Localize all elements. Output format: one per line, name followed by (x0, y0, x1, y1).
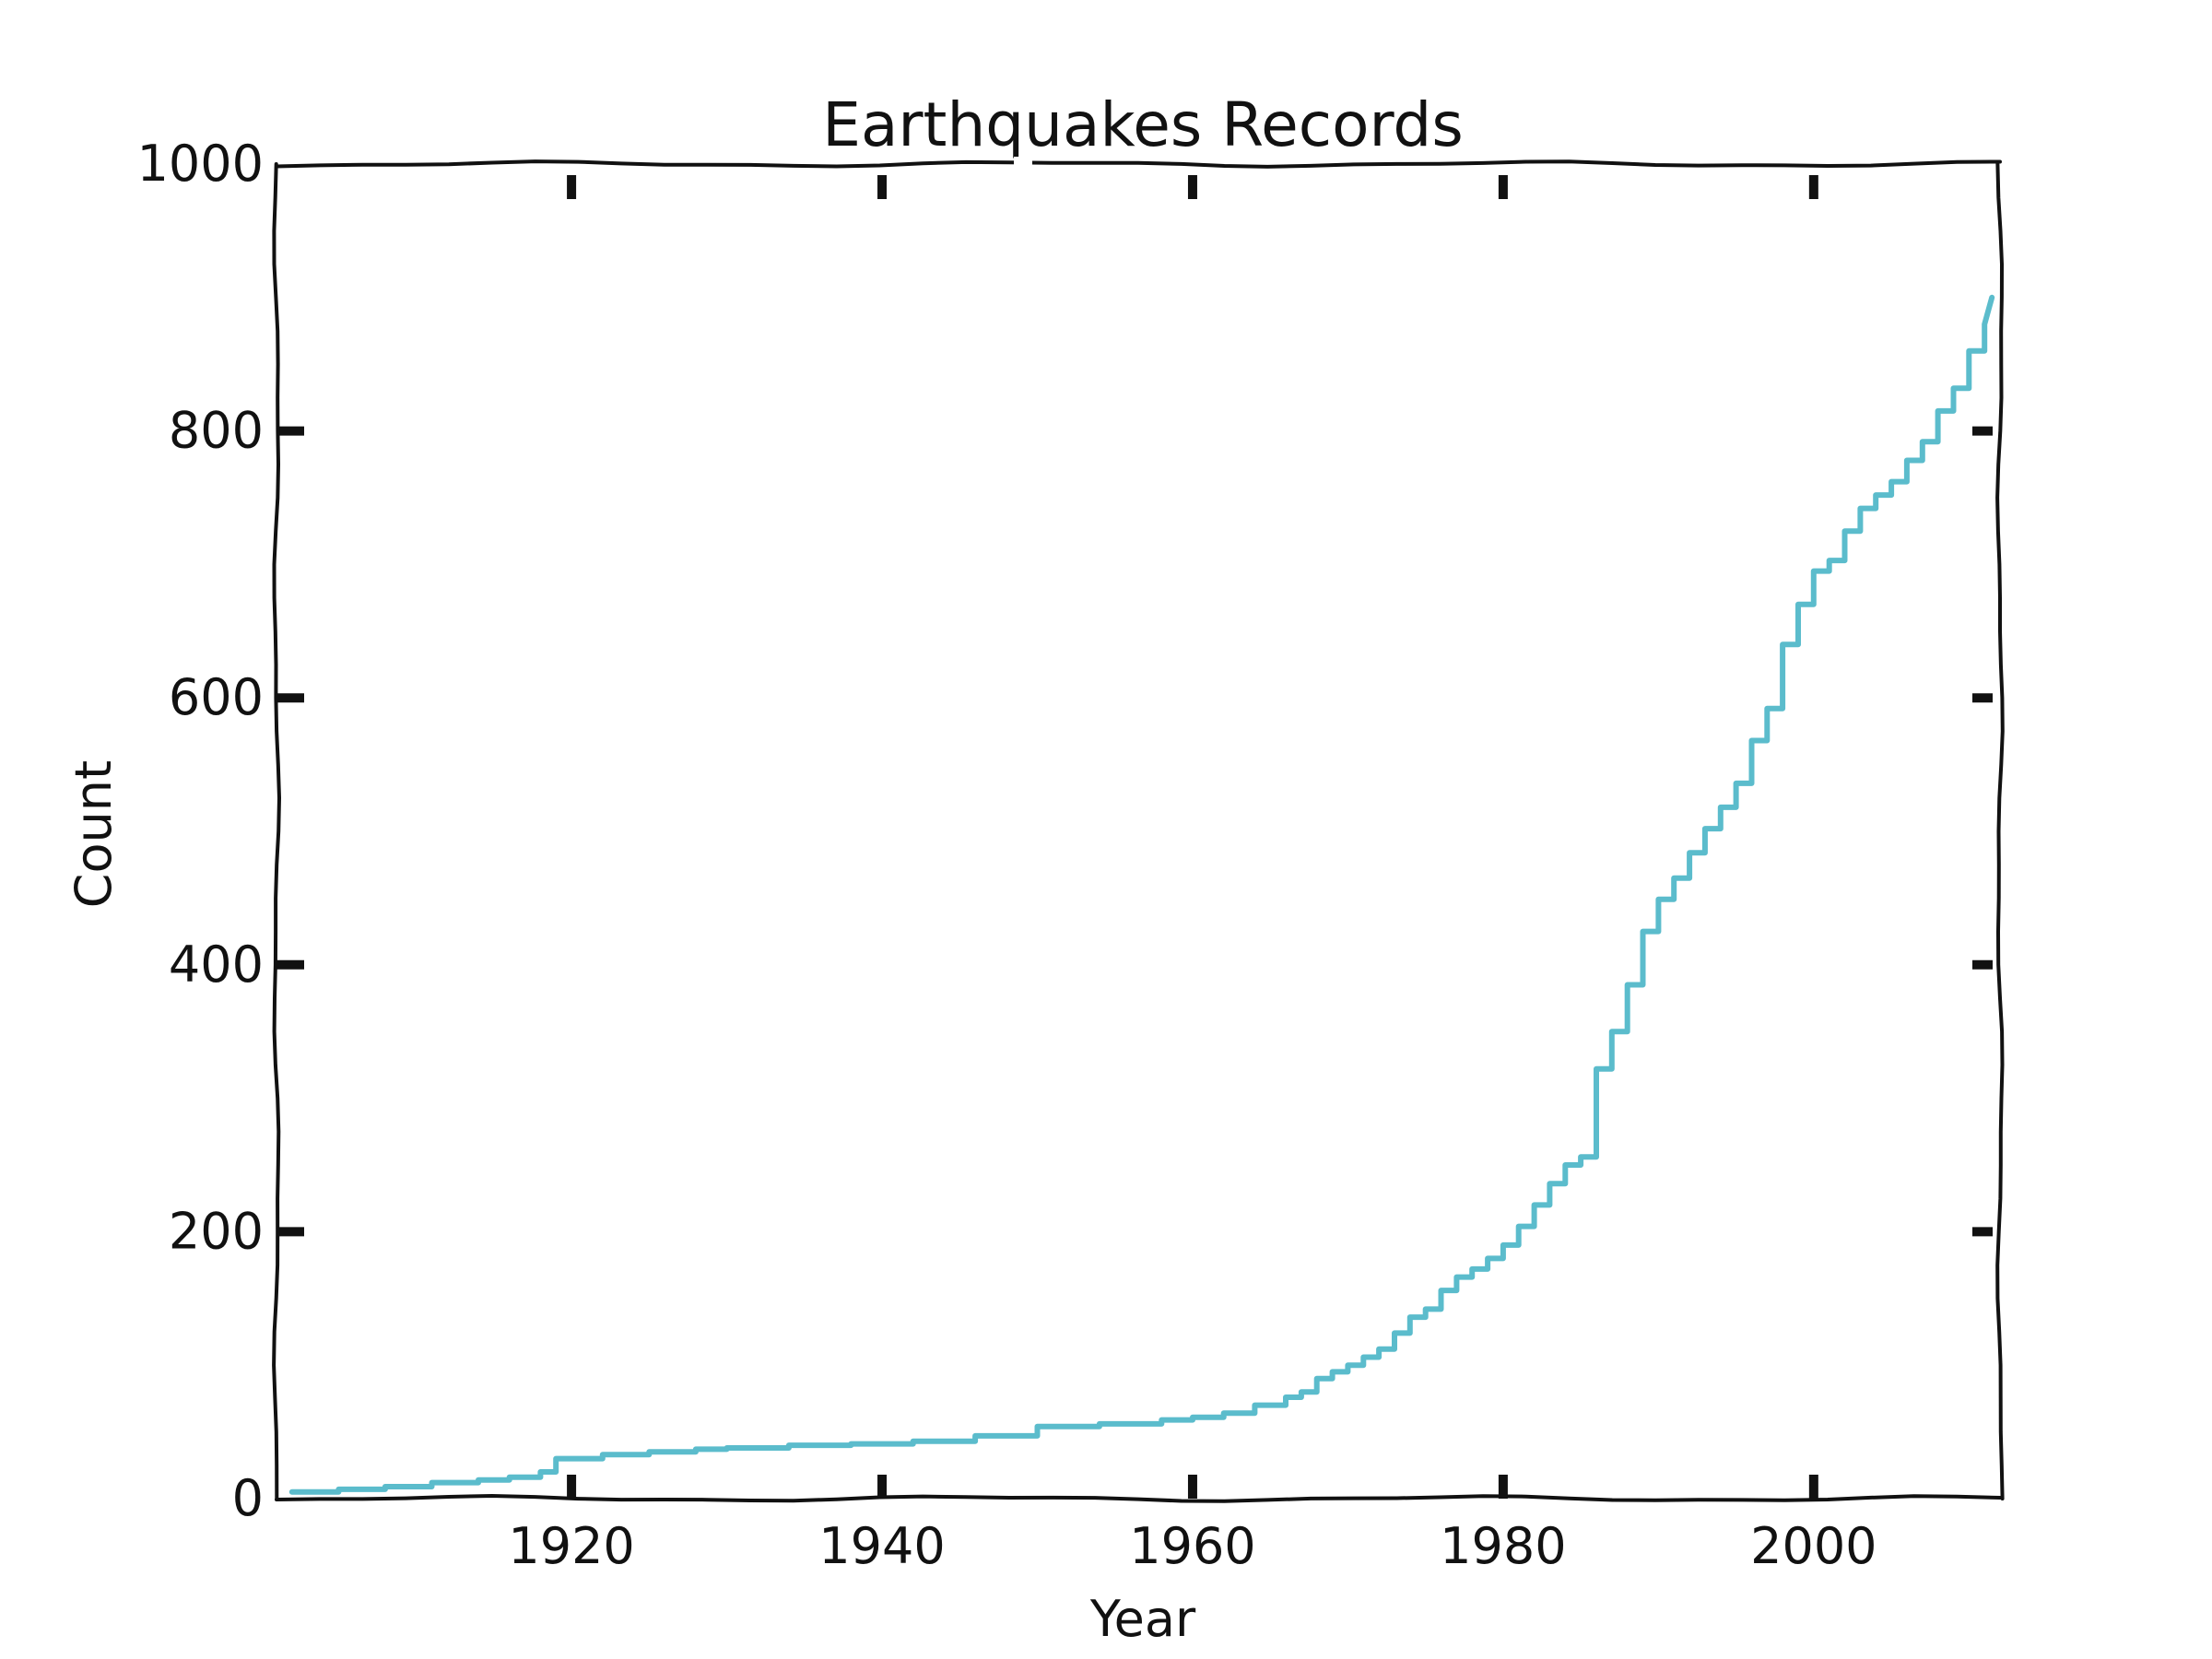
title-gap (1014, 157, 1032, 171)
axis-bottom-line (275, 1493, 2002, 1503)
x-tick-label: 1960 (1129, 1517, 1255, 1575)
x-ticks: 1920 1940 1960 1980 2000 (508, 175, 1877, 1575)
y-tick-label: 0 (232, 1469, 264, 1527)
x-tick-label: 1920 (508, 1517, 634, 1575)
y-ticks: 0 200 400 600 800 1000 (137, 135, 1993, 1527)
axis-top-line (275, 159, 2002, 169)
y-axis-label: Count (65, 760, 123, 908)
y-tick-label: 1000 (137, 135, 264, 193)
y-tick-label: 800 (169, 402, 264, 460)
x-axis-label: Year (1089, 1590, 1196, 1648)
series-layer (288, 294, 1995, 1495)
x-tick-label: 2000 (1750, 1517, 1877, 1575)
x-tick-label: 1940 (818, 1517, 945, 1575)
x-tick-label: 1980 (1440, 1517, 1566, 1575)
chart-title: Earthquakes Records (822, 89, 1463, 160)
axis-left-line (272, 162, 282, 1500)
axes-frame (272, 157, 2005, 1503)
axis-right-line (1995, 162, 2005, 1500)
y-tick-label: 200 (169, 1202, 264, 1260)
y-tick-label: 400 (169, 935, 264, 994)
series-line-0 (288, 294, 1995, 1495)
y-tick-label: 600 (169, 668, 264, 726)
